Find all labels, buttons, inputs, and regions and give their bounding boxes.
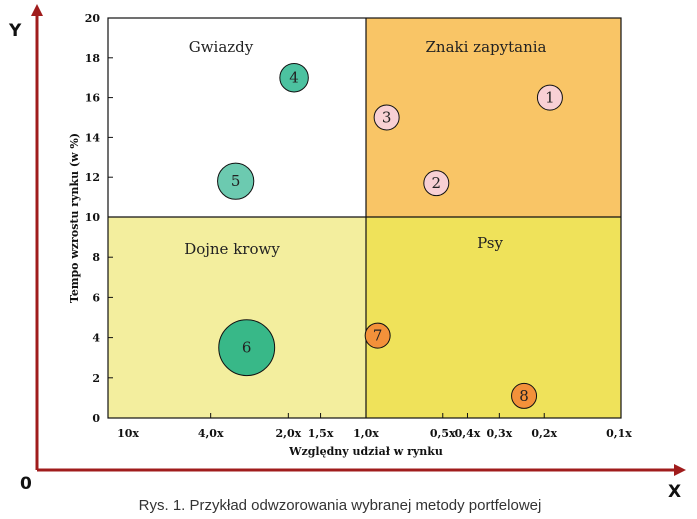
y-tick-label: 20	[85, 12, 101, 25]
y-tick-labels: 0 2 4 6 8 10 12 14 16 18 20	[85, 12, 101, 425]
bubble-label-4: 4	[289, 69, 299, 87]
quadrant-dojne-krowy	[108, 217, 366, 418]
y-axis-letter: Y	[8, 21, 22, 41]
y-tick-label: 2	[92, 372, 100, 385]
bubble-label-8: 8	[519, 387, 529, 405]
x-axis-title: Względny udział w rynku	[288, 445, 443, 458]
bubble-label-2: 2	[432, 174, 442, 192]
bubble-label-1: 1	[545, 89, 555, 107]
x-tick-label: 1,0x	[353, 427, 379, 440]
bubble-1	[536, 84, 563, 111]
y-tick-label: 14	[85, 131, 101, 144]
x-tick-label: 2,0x	[275, 427, 301, 440]
bubble-7	[364, 322, 391, 349]
quadrant-label-dojne-krowy: Dojne krowy	[184, 240, 280, 258]
y-tick-label: 18	[85, 52, 101, 65]
quadrant-znaki-zapytania	[366, 18, 621, 217]
x-tick-label: 4,0x	[198, 427, 224, 440]
y-axis-arrowhead	[31, 4, 43, 16]
bubble-4	[279, 62, 309, 93]
y-tick-label: 6	[92, 291, 100, 304]
x-tick-label: 0,3x	[486, 427, 512, 440]
x-tick-label: 0,1x	[606, 427, 632, 440]
origin-label: 0	[20, 474, 32, 494]
quadrant-label-psy: Psy	[477, 234, 503, 252]
y-tick-label: 16	[85, 92, 101, 105]
quadrant-layer	[108, 18, 621, 418]
bubble-label-5: 5	[231, 172, 241, 190]
x-tick-label: 1,5x	[308, 427, 334, 440]
y-tick-label: 12	[85, 171, 100, 184]
bubble-5	[217, 162, 255, 200]
figure-caption: Rys. 1. Przykład odwzorowania wybranej m…	[139, 497, 542, 514]
y-tick-label: 8	[92, 251, 100, 264]
x-tick-label: 0,2x	[531, 427, 557, 440]
x-tick-label: 10x	[117, 427, 139, 440]
bubble-2	[423, 170, 450, 197]
bubble-layer: 1 2 3 4 5 6 7 8	[217, 62, 563, 409]
quadrant-psy	[366, 217, 621, 418]
y-tick-label: 10	[85, 211, 101, 224]
bubble-label-7: 7	[373, 327, 383, 345]
y-tick-label: 0	[92, 412, 100, 425]
quadrant-labels: Gwiazdy Znaki zapytania Dojne krowy Psy	[184, 38, 546, 258]
plot-frame	[107, 17, 622, 419]
bubble-label-3: 3	[382, 109, 392, 127]
x-tick-labels: 10x 4,0x 2,0x 1,5x 1,0x 0,5x 0,4x 0,3x 0,2x 0,1x	[117, 427, 632, 440]
x-axis-arrowhead	[674, 464, 686, 476]
bubble-6	[218, 319, 276, 377]
x-axis-letter: X	[668, 482, 681, 502]
bubble-8	[511, 382, 538, 409]
bubble-label-6: 6	[242, 339, 252, 357]
bubble-3	[373, 104, 400, 131]
quadrant-label-znaki-zapytania: Znaki zapytania	[426, 38, 547, 56]
quadrant-label-gwiazdy: Gwiazdy	[189, 38, 254, 56]
y-tick-label: 4	[92, 332, 100, 345]
y-axis-title: Tempo wzrostu rynku (w %)	[68, 133, 81, 303]
plot-border	[107, 17, 622, 419]
x-tick-label: 0,4x	[455, 427, 481, 440]
x-tick-label: 0,5x	[430, 427, 456, 440]
